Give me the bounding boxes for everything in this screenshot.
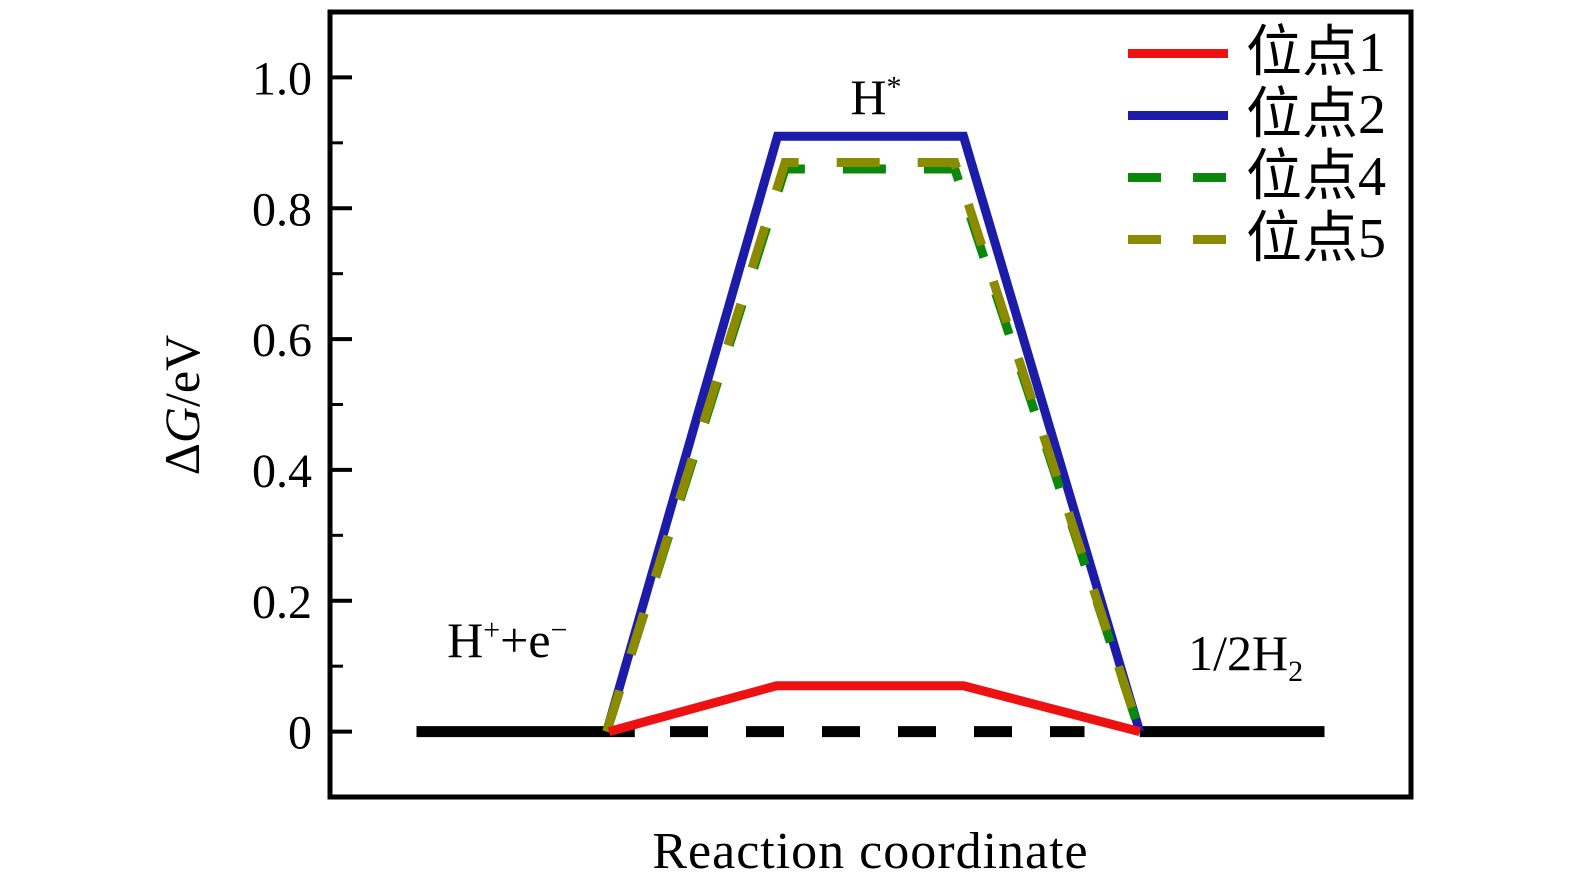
legend-item-site-1: 位点1 [1128,22,1386,84]
legend-item-site-4: 位点4 [1128,146,1386,208]
annotation-initial-operator: + [500,612,529,668]
legend: 位点1 位点2 位点4 位点5 [1128,22,1386,270]
series-site-5 [602,158,1144,733]
y-tick-label-0.8: 0.8 [252,183,312,236]
legend-swatch-site-1 [1128,48,1228,58]
annotation-initial-state: H++e− [447,611,567,669]
plot-frame [327,9,1414,800]
y-axis-label-symbol: G [154,406,210,444]
legend-swatch-site-4 [1128,172,1228,182]
legend-swatch-site-5 [1128,234,1228,244]
x-axis-label: Reaction coordinate [652,823,1089,880]
annotation-final-sub: 2 [1288,655,1304,689]
legend-label-site-1: 位点1 [1246,22,1386,84]
y-tick-label-0: 0 [288,707,312,760]
annotation-initial-e: e [528,612,551,668]
annotation-initial-minus-sup: − [550,613,568,647]
annotation-h-star: H* [850,68,901,126]
y-tick-label-0.2: 0.2 [252,576,312,629]
annotation-initial-plus-sup: + [483,613,501,647]
legend-swatch-site-2 [1128,110,1228,120]
y-tick-label-0.4: 0.4 [252,445,312,498]
annotation-h-star-base: H [850,69,887,126]
annotation-final-state: 1/2H2 [1188,624,1303,687]
y-tick-label-0.6: 0.6 [252,314,312,367]
legend-label-site-4: 位点4 [1246,146,1386,208]
legend-label-site-5: 位点5 [1246,208,1386,270]
y-axis-label: ΔG/eV [153,335,211,475]
annotation-final-base: 1/2H [1188,625,1289,682]
series-site-1 [607,681,1141,736]
legend-item-site-5: 位点5 [1128,208,1386,270]
annotation-initial-h: H [447,612,484,668]
annotation-h-star-sup: * [886,70,902,104]
legend-label-site-2: 位点2 [1246,84,1386,146]
legend-item-site-2: 位点2 [1128,84,1386,146]
y-axis-label-delta: Δ [154,443,210,476]
y-tick-label-1.0: 1.0 [252,52,312,105]
y-axis-label-unit: /eV [154,334,210,407]
series-site-2 [602,131,1145,733]
